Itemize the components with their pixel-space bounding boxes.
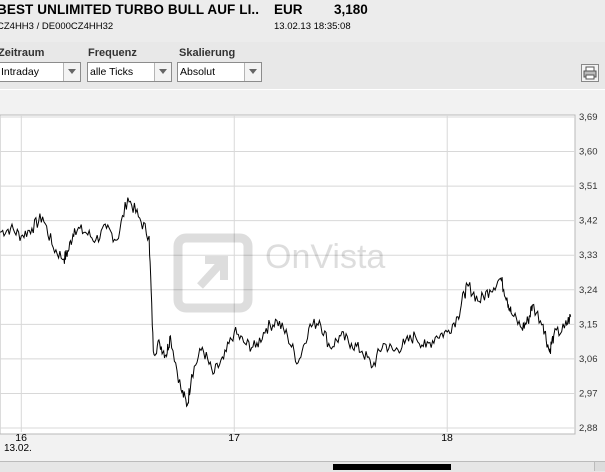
price-chart[interactable]: OnVista 3,69 3,60 3,51 3,42 3,33 3,24 3,15 3,06… [0,90,605,471]
x-tick-label: 17 [228,432,240,444]
chevron-down-icon[interactable] [154,63,171,81]
y-tick-label: 2,97 [579,388,598,399]
zeitraum-label: Zeitraum [0,47,45,59]
frequenz-select[interactable]: alle Ticks [87,62,172,82]
chart-scrollbar[interactable] [0,461,605,472]
onvista-logo-icon [173,233,253,313]
print-icon [583,66,597,80]
price-series-path [0,197,572,408]
price-value: 3,180 [334,2,368,17]
arrow-icon [197,256,228,289]
print-button[interactable] [581,64,599,82]
watermark-text: OnVista [265,238,385,276]
y-tick-label: 3,06 [579,354,598,365]
skalierung-label: Skalierung [179,47,236,59]
plot-border [0,114,576,435]
y-tick-label: 3,60 [579,147,598,158]
chevron-down-icon[interactable] [63,63,80,81]
instrument-title: BEST UNLIMITED TURBO BULL AUF LI.. [0,2,260,17]
y-tick-label: 3,24 [579,285,598,296]
skalierung-value: Absolut [180,66,216,78]
date-label: 13.02. [4,443,32,454]
y-tick-label: 3,15 [579,319,598,330]
x-tick-label: 18 [441,432,453,444]
instrument-header: BEST UNLIMITED TURBO BULL AUF LI.. EUR 3… [0,0,605,43]
chart-controls: Zeitraum Intraday Frequenz alle Ticks Sk… [0,42,605,89]
zeitraum-value: Intraday [1,66,39,78]
price-chart-svg: OnVista 3,69 3,60 3,51 3,42 3,33 3,24 3,15 3,06… [0,112,598,444]
series-line [0,197,572,408]
scroll-thumb[interactable] [333,464,451,470]
chevron-down-icon[interactable] [244,63,261,81]
frequenz-label: Frequenz [88,47,137,59]
quote-timestamp: 13.02.13 18:35:08 [274,21,351,32]
y-tick-label: 3,42 [579,216,598,227]
plot-background [0,115,575,434]
y-axis: 3,69 3,60 3,51 3,42 3,33 3,24 3,15 3,06 2,97 2,88 [579,112,598,434]
scroll-right-button[interactable] [594,462,605,471]
y-tick-label: 3,51 [579,181,598,192]
zeitraum-select[interactable]: Intraday [0,62,81,82]
y-tick-label: 3,33 [579,250,598,261]
watermark: OnVista [173,233,385,313]
y-tick-label: 2,88 [579,423,598,434]
x-tick-label: 16 [15,432,27,444]
instrument-ids: CZ4HH3 / DE000CZ4HH32 [0,21,114,32]
y-tick-label: 3,69 [579,112,598,123]
currency-label: EUR [274,2,303,17]
skalierung-select[interactable]: Absolut [177,62,262,82]
frequenz-value: alle Ticks [90,66,134,78]
x-axis: 16 17 18 [15,432,453,444]
grid [0,115,575,432]
